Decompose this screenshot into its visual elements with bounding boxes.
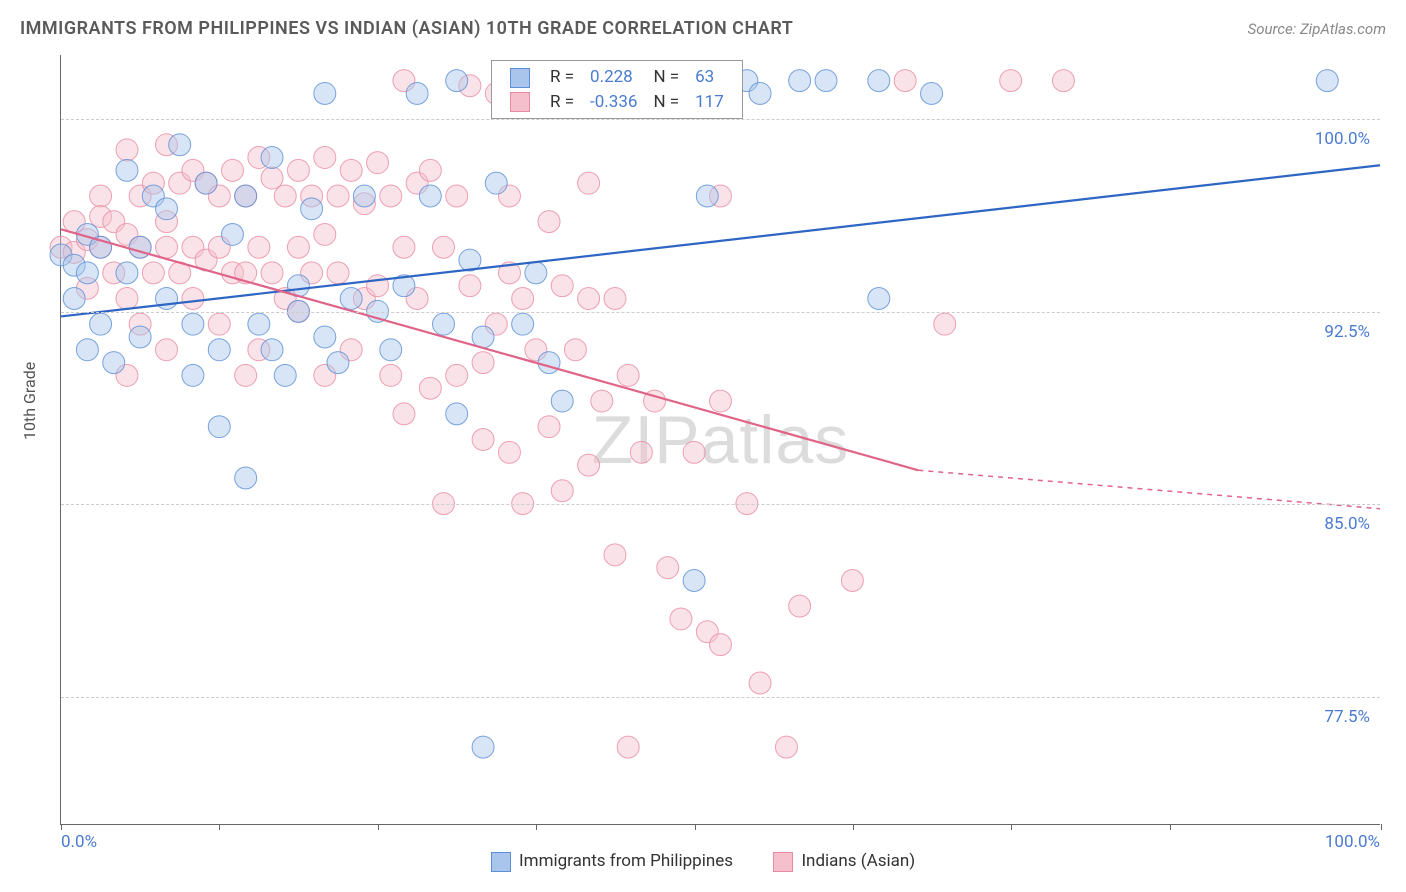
xtick: [536, 824, 537, 830]
xtick: [219, 824, 220, 830]
r-value-pink: -0.336: [582, 90, 645, 115]
n-value-pink: 117: [687, 90, 732, 115]
gridline: [61, 697, 1380, 698]
gridline: [61, 504, 1380, 505]
xtick: [61, 824, 62, 830]
swatch-blue-icon: [491, 852, 511, 872]
ytick-label: 92.5%: [1324, 322, 1370, 342]
swatch-pink-icon: [773, 852, 793, 872]
swatch-pink: [510, 92, 530, 112]
xtick-label: 0.0%: [61, 832, 97, 852]
xtick-label: 100.0%: [1325, 832, 1380, 852]
ytick-label: 100.0%: [1315, 129, 1370, 149]
plot-area: ZIPatlas R =0.228 N =63 R =-0.336 N =117…: [60, 55, 1380, 825]
gridline: [61, 119, 1380, 120]
y-axis-label: 10th Grade: [20, 362, 39, 440]
xtick: [378, 824, 379, 830]
stats-legend: R =0.228 N =63 R =-0.336 N =117: [491, 60, 743, 119]
legend-item-blue: Immigrants from Philippines: [519, 851, 733, 871]
chart-svg: [61, 55, 1380, 824]
xtick: [1381, 824, 1382, 830]
r-value-blue: 0.228: [582, 65, 645, 90]
xtick: [1170, 824, 1171, 830]
ytick-label: 77.5%: [1324, 707, 1370, 727]
xtick: [1011, 824, 1012, 830]
chart-title: IMMIGRANTS FROM PHILIPPINES VS INDIAN (A…: [20, 18, 793, 39]
swatch-blue: [510, 68, 530, 88]
n-value-blue: 63: [687, 65, 732, 90]
gridline: [61, 312, 1380, 313]
legend-item-pink: Indians (Asian): [801, 851, 915, 871]
ytick-label: 85.0%: [1324, 514, 1370, 534]
source-label: Source: ZipAtlas.com: [1248, 20, 1386, 38]
xtick: [695, 824, 696, 830]
xtick: [853, 824, 854, 830]
legend-bottom: Immigrants from Philippines Indians (Asi…: [0, 851, 1406, 872]
